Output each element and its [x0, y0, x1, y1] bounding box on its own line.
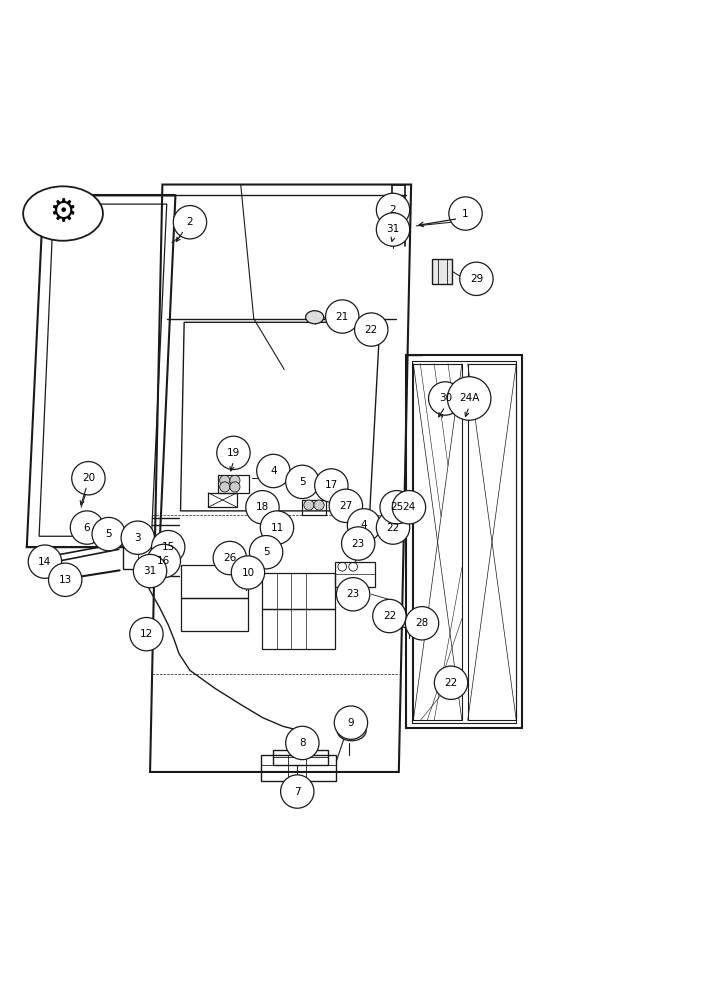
- Text: 1: 1: [462, 209, 469, 219]
- Circle shape: [376, 193, 410, 227]
- Polygon shape: [432, 259, 453, 284]
- Text: 11: 11: [270, 523, 284, 533]
- Ellipse shape: [306, 311, 324, 324]
- Circle shape: [314, 500, 324, 510]
- Circle shape: [380, 491, 414, 524]
- Circle shape: [257, 454, 290, 488]
- Circle shape: [376, 511, 410, 544]
- Circle shape: [329, 489, 363, 522]
- Text: 18: 18: [256, 502, 269, 512]
- Text: 20: 20: [82, 473, 95, 483]
- Circle shape: [304, 500, 314, 510]
- Circle shape: [230, 482, 240, 492]
- Circle shape: [130, 617, 163, 651]
- Text: 14: 14: [39, 557, 52, 567]
- Text: 7: 7: [294, 787, 301, 797]
- Text: 30: 30: [439, 393, 452, 403]
- Text: 3: 3: [135, 533, 141, 543]
- Text: 12: 12: [140, 629, 153, 639]
- Circle shape: [232, 556, 265, 589]
- Circle shape: [448, 377, 491, 420]
- Text: 24A: 24A: [459, 393, 479, 403]
- Text: 31: 31: [387, 224, 400, 234]
- Text: 2: 2: [389, 205, 396, 215]
- Circle shape: [435, 666, 467, 699]
- Ellipse shape: [416, 625, 431, 636]
- Circle shape: [92, 517, 125, 551]
- Text: 23: 23: [347, 589, 360, 599]
- Circle shape: [355, 313, 388, 346]
- Circle shape: [285, 465, 319, 499]
- Text: 23: 23: [352, 539, 365, 549]
- Circle shape: [449, 197, 482, 230]
- Circle shape: [133, 554, 167, 588]
- Text: 5: 5: [299, 477, 306, 487]
- Text: 31: 31: [143, 566, 157, 576]
- Text: 28: 28: [416, 618, 429, 628]
- Circle shape: [28, 545, 62, 578]
- Ellipse shape: [337, 720, 366, 741]
- Circle shape: [49, 563, 82, 596]
- Text: 15: 15: [162, 542, 175, 552]
- Circle shape: [376, 213, 410, 246]
- Circle shape: [347, 509, 381, 542]
- Text: 25: 25: [390, 502, 403, 512]
- Text: 22: 22: [365, 325, 378, 335]
- Text: 24: 24: [403, 502, 416, 512]
- Circle shape: [392, 491, 426, 524]
- Text: 22: 22: [387, 523, 400, 533]
- Text: 8: 8: [299, 738, 306, 748]
- Circle shape: [217, 436, 250, 470]
- Text: 9: 9: [348, 718, 355, 728]
- Ellipse shape: [23, 186, 103, 241]
- Circle shape: [230, 475, 240, 485]
- Text: 27: 27: [339, 501, 352, 511]
- Circle shape: [261, 511, 293, 544]
- Circle shape: [151, 530, 185, 564]
- Circle shape: [459, 262, 493, 295]
- Circle shape: [429, 382, 462, 415]
- Text: 6: 6: [84, 523, 90, 533]
- Circle shape: [213, 541, 247, 575]
- Text: 13: 13: [58, 575, 72, 585]
- Circle shape: [246, 491, 279, 524]
- Text: 26: 26: [223, 553, 237, 563]
- Text: 10: 10: [242, 568, 255, 578]
- Circle shape: [285, 726, 319, 760]
- Ellipse shape: [400, 615, 418, 628]
- Text: 22: 22: [383, 611, 396, 621]
- Circle shape: [173, 206, 207, 239]
- Circle shape: [405, 607, 439, 640]
- Circle shape: [250, 536, 282, 569]
- Circle shape: [314, 469, 348, 502]
- Circle shape: [373, 599, 406, 633]
- Text: 21: 21: [336, 312, 349, 322]
- Circle shape: [336, 578, 370, 611]
- Circle shape: [147, 544, 181, 578]
- Text: 5: 5: [106, 529, 112, 539]
- Text: 2: 2: [186, 217, 193, 227]
- Circle shape: [280, 775, 314, 808]
- Text: 17: 17: [325, 480, 338, 490]
- Text: 5: 5: [263, 547, 269, 557]
- Text: 19: 19: [227, 448, 240, 458]
- Circle shape: [325, 300, 359, 333]
- Circle shape: [72, 462, 105, 495]
- Circle shape: [220, 482, 230, 492]
- Text: 4: 4: [360, 520, 368, 530]
- Text: 22: 22: [444, 678, 458, 688]
- Circle shape: [71, 511, 103, 544]
- Circle shape: [334, 706, 368, 739]
- Circle shape: [341, 527, 375, 560]
- Circle shape: [220, 475, 230, 485]
- Text: 16: 16: [157, 556, 170, 566]
- Text: 4: 4: [270, 466, 277, 476]
- Circle shape: [83, 522, 90, 529]
- Text: 29: 29: [470, 274, 483, 284]
- Circle shape: [121, 521, 154, 554]
- Text: ⚙: ⚙: [50, 198, 76, 227]
- Circle shape: [105, 528, 112, 535]
